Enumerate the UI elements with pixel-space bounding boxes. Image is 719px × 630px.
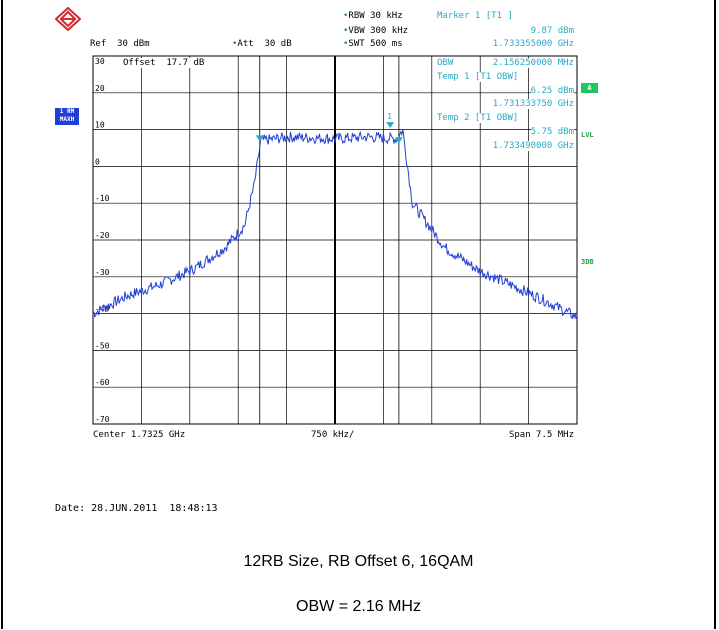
y-tick-label: -40 (95, 305, 110, 314)
y-tick-label: -60 (95, 378, 110, 387)
rbw-setting: •RBW 30 kHz (343, 11, 403, 21)
y-tick-label: -50 (95, 341, 110, 350)
y-tick-label: 10 (95, 121, 105, 130)
threedb-label: 3DB (581, 258, 594, 266)
y-tick-label: -30 (95, 268, 110, 277)
rohde-schwarz-logo-icon (55, 7, 81, 31)
offset-label: Offset 17.7 dB (121, 58, 207, 68)
caption-obw: OBW = 2.16 MHz (296, 598, 421, 615)
y-tick-label: 30 (95, 57, 105, 66)
marker-triangle (386, 122, 395, 129)
y-tick-label: 20 (95, 84, 105, 93)
spectrum-trace (92, 129, 577, 320)
temp1-level: 6.25 dBm (530, 86, 574, 96)
marker-level: 9.87 dBm (530, 26, 574, 36)
marker-title: Marker 1 [T1 ] (437, 11, 513, 21)
temp1-frequency: 1.731333750 GHz (492, 99, 574, 109)
obw-label: OBW (437, 58, 454, 68)
attenuation: •Att 30 dB (232, 39, 292, 49)
y-tick-label: -20 (95, 231, 110, 240)
y-tick-label: 0 (95, 157, 100, 166)
temp1-title: Temp 1 [T1 OBW] (437, 72, 519, 82)
marker-frequency: 1.733355000 GHz (492, 39, 574, 49)
swt-setting: •SWT 500 ms (343, 39, 403, 49)
temp2-title: Temp 2 [T1 OBW] (437, 113, 519, 123)
span-label: Span 7.5 MHz (508, 430, 574, 440)
capture-date: Date: 28.JUN.2011 18:48:13 (55, 503, 218, 514)
trace-mode-badge: 1 RM MAXH (55, 108, 79, 125)
caption-config: 12RB Size, RB Offset 6, 16QAM (243, 553, 474, 570)
temp2-frequency: 1.733490000 GHz (492, 141, 574, 151)
a-badge: A (581, 83, 598, 93)
center-frequency: Center 1.7325 GHz (93, 430, 186, 440)
frequency-per-division: 750 kHz/ (311, 430, 355, 440)
spectrum-plot: 30 20 10 0 -10 -20 -30 -40 -50 -60 -70 1 (92, 55, 578, 425)
marker-label: 1 (387, 112, 392, 121)
y-tick-label: -10 (95, 194, 110, 203)
obw-value: 2.156250000 MHz (492, 58, 574, 68)
y-tick-label: -70 (95, 415, 110, 424)
marker-triangle (394, 137, 403, 144)
lvl-label: LVL (581, 131, 594, 139)
ref-level: Ref 30 dBm (90, 39, 150, 49)
vbw-setting: •VBW 300 kHz (343, 26, 409, 36)
marker-triangle (255, 135, 264, 142)
temp2-level: 5.75 dBm (530, 127, 574, 137)
